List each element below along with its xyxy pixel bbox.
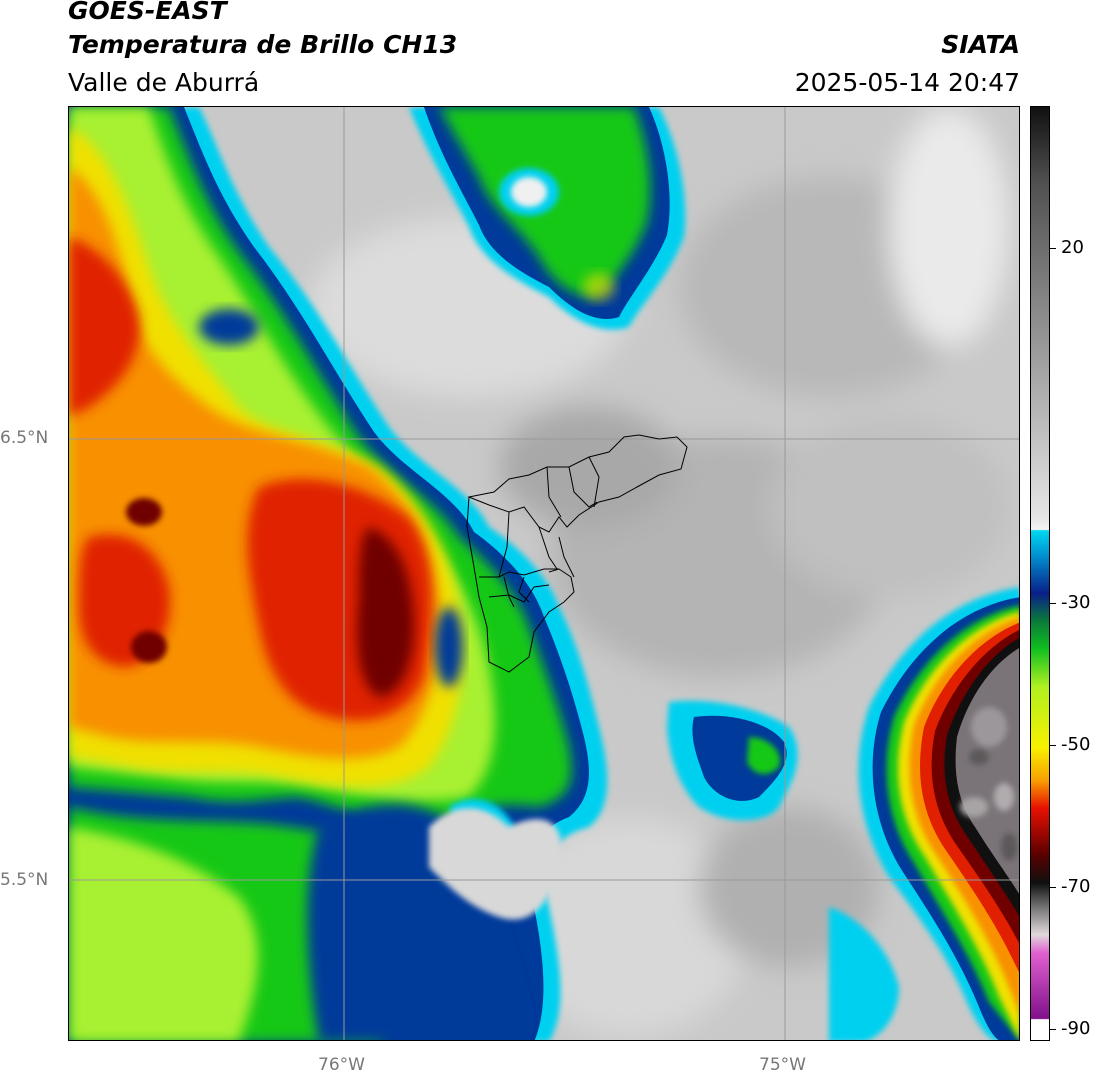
colorbar-label: 20 [1061,237,1084,258]
colorbar-tick [1050,248,1056,249]
lon-label-75: 75°W [759,1055,806,1075]
municipal-boundaries [466,434,688,673]
colorbar-label: -70 [1061,876,1091,897]
colorbar-tick [1050,603,1056,604]
colorbar-tick [1050,887,1056,888]
colorbar-gradient [1031,107,1049,1040]
satellite-map[interactable] [68,106,1020,1041]
colorbar-tick [1050,745,1056,746]
lon-label-76: 76°W [318,1055,365,1075]
background-texture [309,107,1009,1037]
title-datetime: 2025-05-14 20:47 [794,68,1020,97]
western-storm-system [69,107,608,1040]
title-organization: SIATA [941,30,1020,59]
colorbar-label: -30 [1061,592,1091,613]
lat-label-5-5: 5.5°N [0,870,49,890]
lat-label-6-5: 6.5°N [0,428,49,448]
central-cloud [667,700,798,821]
map-canvas [69,107,1019,1040]
colorbar [1030,106,1050,1041]
colorbar-label: -90 [1061,1018,1091,1039]
title-product: Temperatura de Brillo CH13 [68,30,458,59]
colorbar-label: -50 [1061,734,1091,755]
title-region: Valle de Aburrá [68,68,260,97]
colorbar-tick [1050,1029,1056,1030]
title-satellite: GOES-EAST [68,0,227,25]
northern-cloud [409,107,686,330]
graticule [69,107,1019,1040]
eastern-storm-system [829,587,1019,1040]
